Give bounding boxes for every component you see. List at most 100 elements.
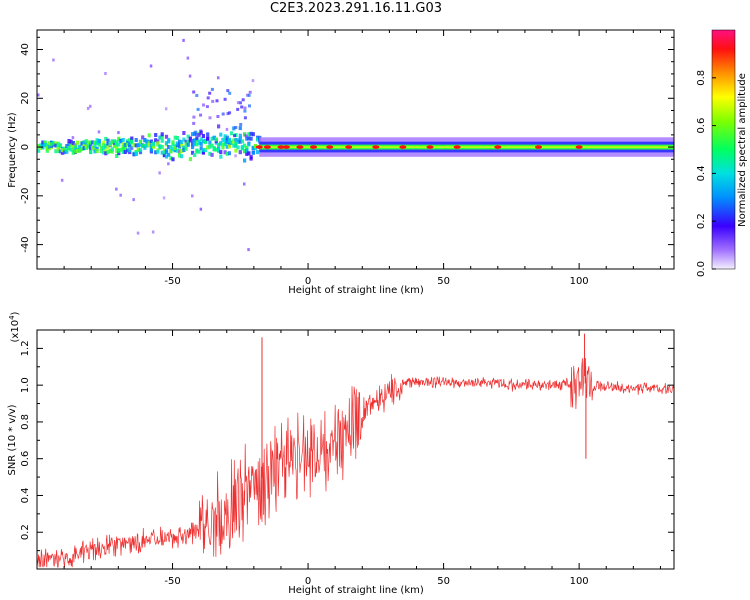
heatmap-cell	[256, 137, 260, 142]
heatmap-cell	[186, 139, 190, 144]
x-tick-label: -50	[164, 276, 180, 287]
heatmap-cell	[99, 149, 104, 154]
heatmap-cell	[226, 112, 230, 116]
y-tick-label: 1.2	[20, 340, 31, 356]
y-tick-label: 0.4	[20, 488, 31, 504]
y-tick-label: 0.8	[20, 414, 31, 430]
heatmap-cell	[145, 143, 149, 148]
heatmap-cell	[162, 196, 166, 200]
heatmap-cell	[89, 104, 92, 108]
heatmap-cell	[80, 147, 84, 152]
heatmap-cell	[210, 136, 214, 141]
heatmap-cell	[211, 99, 215, 103]
heatmap-cell	[256, 150, 260, 155]
heatmap-cell	[149, 144, 153, 148]
y-tick-label: 0.2	[20, 524, 31, 540]
heatmap-cell	[217, 143, 221, 148]
y-tick-label: 0	[20, 144, 31, 150]
heatmap-cell	[253, 144, 258, 149]
heatmap-cell	[232, 126, 236, 131]
heatmap-cell	[208, 140, 212, 145]
heatmap-cell	[195, 148, 199, 153]
heatmap-cell	[84, 139, 88, 144]
ridge-hotspot	[372, 145, 380, 149]
heatmap-cell	[243, 182, 246, 186]
spectrogram-frame	[36, 29, 675, 270]
heatmap-cell	[167, 137, 171, 142]
heatmap-cell	[227, 151, 231, 156]
heatmap-cell	[244, 134, 248, 138]
heatmap-cell	[158, 171, 161, 175]
heatmap-cell	[206, 96, 210, 100]
heatmap-cell	[240, 146, 244, 151]
heatmap-cell	[193, 153, 197, 158]
heatmap-cell	[214, 147, 218, 152]
y-tick-label: -40	[20, 236, 31, 252]
heatmap-cell	[180, 154, 184, 159]
heatmap-cell	[119, 193, 122, 197]
x-tick-label: 0	[305, 576, 311, 587]
colorbar-ticks: 0.0 0.2 0.4 0.6 0.8	[696, 70, 716, 277]
heatmap-cell	[199, 137, 203, 142]
spectrogram-heatmap	[37, 38, 674, 252]
heatmap-cell	[93, 140, 97, 145]
heatmap-cell	[236, 138, 240, 143]
heatmap-cell	[84, 141, 88, 146]
heatmap-cell	[197, 149, 201, 154]
heatmap-cell	[130, 147, 133, 150]
heatmap-cell	[197, 141, 201, 146]
heatmap-cell	[251, 145, 255, 150]
heatmap-cell	[232, 138, 236, 143]
heatmap-cell	[115, 154, 119, 158]
heatmap-cell	[247, 93, 251, 97]
heatmap-cell	[69, 142, 73, 147]
colorbar-tick-label: 0.0	[696, 261, 707, 277]
heatmap-cell	[234, 142, 238, 147]
heatmap-cell	[121, 142, 125, 147]
heatmap-cell	[67, 142, 71, 146]
heatmap-cell	[158, 135, 162, 140]
heatmap-cell	[238, 139, 242, 144]
heatmap-cell	[236, 101, 240, 105]
heatmap-cell	[80, 141, 84, 146]
heatmap-cell	[71, 136, 75, 140]
heatmap-cell	[89, 150, 93, 154]
heatmap-cell	[217, 148, 221, 153]
heatmap-cell	[243, 143, 247, 148]
colorbar: 0.0 0.2 0.4 0.6 0.8 Normalized spectral ampl…	[696, 29, 748, 277]
heatmap-cell	[141, 143, 145, 148]
heatmap-cell	[78, 145, 82, 150]
heatmap-cell	[223, 150, 227, 155]
x-tick-label: 100	[570, 576, 589, 587]
heatmap-cell	[186, 134, 190, 139]
heatmap-cell	[151, 144, 156, 149]
heatmap-cell	[106, 145, 110, 150]
heatmap-cell	[63, 146, 67, 151]
heatmap-cell	[89, 140, 93, 145]
heatmap-cell	[115, 142, 119, 147]
heatmap-cell	[149, 64, 153, 68]
heatmap-cell	[104, 136, 108, 141]
heatmap-cell	[145, 139, 149, 144]
heatmap-cell	[236, 145, 240, 150]
heatmap-cell	[167, 145, 171, 149]
heatmap-cell	[50, 142, 54, 147]
heatmap-cell	[160, 144, 164, 149]
heatmap-cell	[182, 131, 186, 135]
heatmap-cell	[175, 148, 179, 153]
heatmap-cell	[106, 150, 110, 155]
heatmap-cell	[117, 136, 121, 141]
snr-panel: -50 0 50 100 0.2 0.4 0.6 0.8 1.0 1.2 Height of st…	[7, 311, 675, 596]
heatmap-cell	[188, 157, 192, 162]
heatmap-cell	[138, 150, 143, 155]
heatmap-cell	[154, 150, 158, 155]
heatmap-cell	[192, 121, 196, 125]
heatmap-cell	[102, 146, 106, 151]
heatmap-cell	[58, 144, 62, 149]
heatmap-cell	[208, 116, 212, 120]
heatmap-cell	[162, 153, 166, 158]
heatmap-cell	[248, 90, 252, 94]
heatmap-cell	[84, 144, 88, 149]
heatmap-cell	[112, 139, 117, 144]
heatmap-cell	[82, 143, 86, 148]
